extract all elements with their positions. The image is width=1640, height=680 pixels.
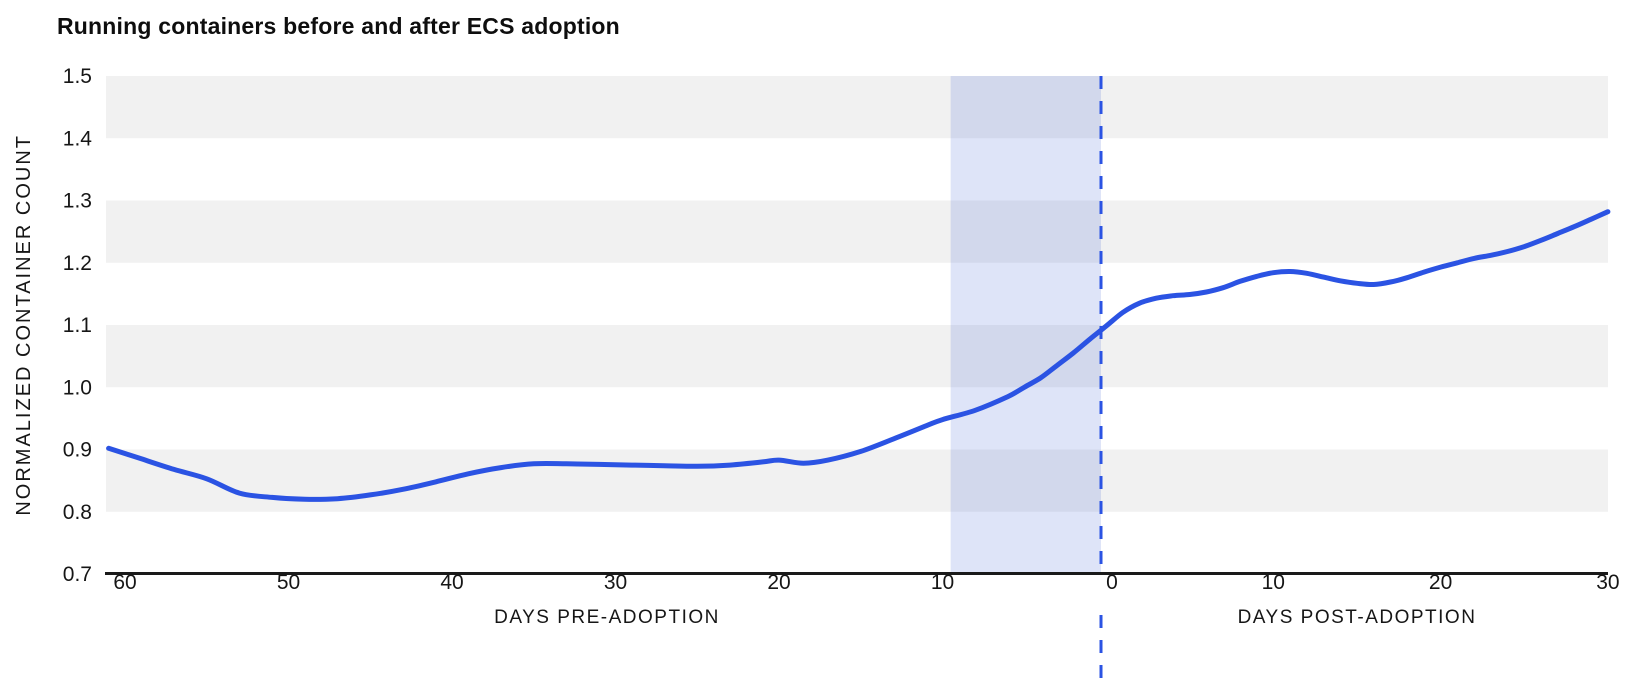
y-tick-label: 1.3 xyxy=(63,190,92,213)
x-axis-title-post: DAYS POST-ADOPTION xyxy=(1237,607,1477,628)
y-tick-labels: 1.5 1.4 1.3 1.2 1.1 1.0 0.9 0.8 0.7 xyxy=(63,65,93,586)
x-tick-label: 0 xyxy=(1106,571,1118,594)
x-tick-labels: 60 50 40 30 20 10 0 10 20 30 xyxy=(113,571,1619,594)
series-path xyxy=(106,209,1611,502)
y-tick-label: 0.8 xyxy=(63,501,92,524)
x-tick-label: 20 xyxy=(1429,571,1452,594)
chart-title: Running containers before and after ECS … xyxy=(57,13,620,39)
grid-stripe xyxy=(106,76,1608,139)
grid-stripe xyxy=(106,449,1608,512)
y-axis-title-text: NORMALIZED CONTAINER COUNT xyxy=(12,134,35,516)
y-tick-label: 1.2 xyxy=(63,252,92,275)
x-tick-label: 20 xyxy=(767,571,790,594)
x-tick-label: 10 xyxy=(1262,571,1285,594)
adoption-highlight-band xyxy=(950,76,1101,574)
grid-stripe xyxy=(106,200,1608,263)
y-tick-label: 1.0 xyxy=(63,376,92,399)
grid-stripes xyxy=(106,76,1608,512)
y-tick-label: 1.4 xyxy=(63,127,93,150)
x-tick-label: 30 xyxy=(1596,571,1619,594)
y-tick-label: 1.1 xyxy=(63,314,92,337)
y-tick-label: 1.5 xyxy=(63,65,92,88)
x-tick-label: 50 xyxy=(277,571,300,594)
x-tick-label: 40 xyxy=(440,571,463,594)
y-tick-label: 0.9 xyxy=(63,439,92,462)
highlight-band-rect xyxy=(950,76,1101,574)
x-tick-label: 10 xyxy=(931,571,954,594)
y-tick-label: 0.7 xyxy=(63,563,92,586)
y-axis-title: NORMALIZED CONTAINER COUNT xyxy=(6,76,42,574)
x-tick-label: 30 xyxy=(604,571,627,594)
x-tick-label: 60 xyxy=(113,571,136,594)
grid-stripe xyxy=(106,325,1608,388)
container-count-line xyxy=(106,209,1611,502)
x-axis-title-pre: DAYS PRE-ADOPTION xyxy=(494,607,720,628)
